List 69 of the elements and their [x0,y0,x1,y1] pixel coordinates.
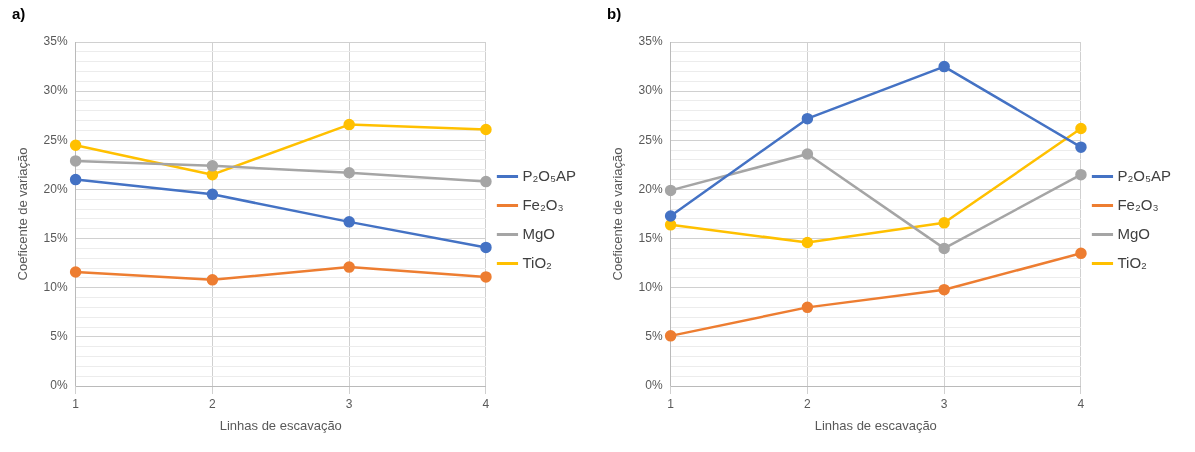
x-tick-label: 4 [482,396,490,411]
x-tick-label: 2 [804,396,812,411]
legend-label: P₂O₅AP [1117,166,1172,184]
y-tick-label: 0% [50,378,68,393]
point [69,173,82,186]
point [664,330,677,342]
point [343,261,355,273]
point [1075,168,1087,181]
y-tick-label: 25% [43,132,68,147]
y-tick-label: 35% [43,34,68,49]
point [480,175,492,188]
point [1075,122,1087,135]
point [343,216,355,228]
point [480,271,492,283]
y-tick-label: 30% [43,83,68,98]
x-axis-title: Linhas de escavação [814,417,937,433]
chart-title: b) [607,5,622,23]
chart-title: a) [12,5,26,23]
point [480,241,492,254]
point [938,217,950,229]
x-tick-label: 3 [345,396,353,411]
x-tick-label: 1 [667,396,675,411]
legend-label: TiO₂ [522,253,553,271]
point [206,160,219,172]
point [801,236,814,249]
point [801,112,814,125]
point [664,184,677,197]
y-tick-label: 10% [43,280,68,295]
point [1075,141,1087,153]
y-tick-label: 15% [43,230,68,245]
y-tick-label: 20% [43,181,68,196]
point [343,118,355,131]
y-axis-title: Coeficente de variação [15,147,31,281]
legend-label: TiO₂ [1117,253,1148,271]
legend-label: Fe₂O₃ [1117,195,1159,213]
point [69,266,82,278]
x-tick-label: 3 [940,396,948,411]
y-tick-label: 5% [645,329,663,344]
point [69,155,82,167]
point [343,166,355,179]
legend-label: MgO [522,224,555,242]
y-tick-label: 20% [638,181,663,196]
point [69,139,82,151]
y-tick-label: 10% [638,280,663,295]
point [801,301,814,314]
x-axis-title: Linhas de escavação [219,417,342,433]
y-tick-label: 35% [638,34,663,49]
point [480,123,492,136]
point [206,274,219,286]
x-tick-label: 1 [72,396,80,411]
y-tick-label: 25% [638,132,663,147]
x-tick-label: 2 [209,396,217,411]
point [664,219,677,231]
legend-label: Fe₂O₃ [522,195,564,213]
point [801,148,814,160]
legend-label: P₂O₅AP [522,166,577,184]
y-tick-label: 15% [638,230,663,245]
y-axis-title: Coeficente de variação [610,147,626,281]
point [664,210,677,222]
y-tick-label: 5% [50,329,68,344]
point [206,188,219,201]
y-tick-label: 0% [645,378,663,393]
x-tick-label: 4 [1077,396,1085,411]
y-tick-label: 30% [638,83,663,98]
point [938,60,950,73]
legend-label: MgO [1117,224,1150,242]
point [938,283,950,296]
point [1075,247,1087,260]
point [938,242,950,255]
